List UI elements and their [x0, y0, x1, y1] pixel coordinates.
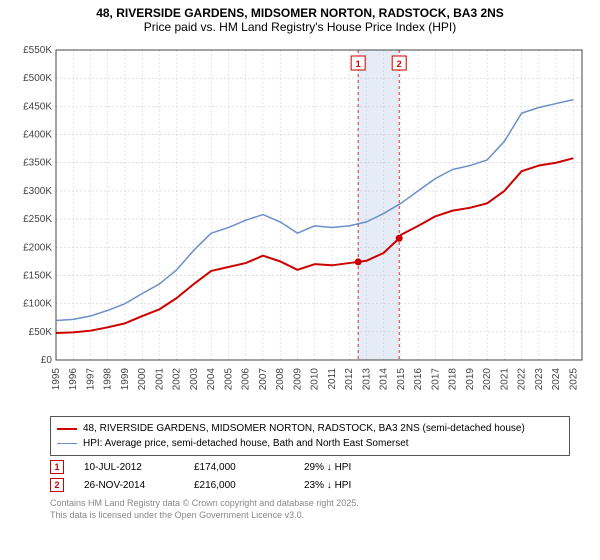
- svg-text:2016: 2016: [413, 368, 424, 391]
- svg-text:2005: 2005: [223, 368, 234, 391]
- svg-text:1: 1: [356, 59, 361, 69]
- svg-text:£350K: £350K: [23, 158, 52, 169]
- svg-text:£300K: £300K: [23, 186, 52, 197]
- svg-text:£550K: £550K: [23, 45, 52, 56]
- svg-text:£50K: £50K: [29, 327, 53, 338]
- legend-label-property: 48, RIVERSIDE GARDENS, MIDSOMER NORTON, …: [83, 421, 525, 436]
- svg-text:1996: 1996: [68, 368, 79, 391]
- chart-area: £0 £50K £100K £150K £200K £250K £300K £350K £400…: [12, 40, 592, 410]
- svg-text:2020: 2020: [482, 368, 493, 391]
- svg-text:2001: 2001: [154, 368, 165, 391]
- svg-text:2009: 2009: [292, 368, 303, 391]
- svg-text:1998: 1998: [103, 368, 114, 391]
- svg-text:2008: 2008: [275, 368, 286, 391]
- svg-text:2: 2: [397, 59, 402, 69]
- footer-line2: This data is licensed under the Open Gov…: [50, 510, 570, 522]
- svg-text:1999: 1999: [120, 368, 131, 391]
- svg-text:2003: 2003: [189, 368, 200, 391]
- legend: 48, RIVERSIDE GARDENS, MIDSOMER NORTON, …: [50, 416, 570, 456]
- sale-price-2: £216,000: [194, 480, 284, 491]
- sale-marker-2: 2: [50, 478, 64, 492]
- chart-title: 48, RIVERSIDE GARDENS, MIDSOMER NORTON, …: [0, 0, 600, 36]
- sale-date-1: 10-JUL-2012: [84, 462, 174, 473]
- svg-text:£200K: £200K: [23, 242, 52, 253]
- footer-line1: Contains HM Land Registry data © Crown c…: [50, 498, 570, 510]
- svg-text:£400K: £400K: [23, 130, 52, 141]
- legend-item-property: 48, RIVERSIDE GARDENS, MIDSOMER NORTON, …: [57, 421, 563, 436]
- svg-text:1995: 1995: [51, 368, 62, 391]
- svg-text:2018: 2018: [448, 368, 459, 391]
- svg-text:2000: 2000: [137, 368, 148, 391]
- sale-delta-2: 23% ↓ HPI: [304, 480, 394, 491]
- svg-text:2025: 2025: [568, 368, 579, 391]
- legend-swatch-hpi: [57, 443, 77, 445]
- svg-text:£150K: £150K: [23, 270, 52, 281]
- svg-text:2021: 2021: [499, 368, 510, 391]
- legend-item-hpi: HPI: Average price, semi-detached house,…: [57, 436, 563, 451]
- svg-text:2010: 2010: [310, 368, 321, 391]
- title-address: 48, RIVERSIDE GARDENS, MIDSOMER NORTON, …: [10, 6, 590, 20]
- svg-text:2002: 2002: [172, 368, 183, 391]
- legend-swatch-property: [57, 428, 77, 430]
- svg-text:£450K: £450K: [23, 101, 52, 112]
- sale-date-2: 26-NOV-2014: [84, 480, 174, 491]
- svg-text:£0: £0: [41, 355, 53, 366]
- svg-text:£250K: £250K: [23, 214, 52, 225]
- svg-text:2017: 2017: [430, 368, 441, 391]
- chart-container: 48, RIVERSIDE GARDENS, MIDSOMER NORTON, …: [0, 0, 600, 560]
- sales-table: 1 10-JUL-2012 £174,000 29% ↓ HPI 2 26-NO…: [50, 458, 570, 494]
- svg-text:£100K: £100K: [23, 299, 52, 310]
- sale-row-1: 1 10-JUL-2012 £174,000 29% ↓ HPI: [50, 458, 570, 476]
- svg-text:2011: 2011: [327, 368, 338, 390]
- svg-text:£500K: £500K: [23, 73, 52, 84]
- svg-text:2007: 2007: [258, 368, 269, 391]
- svg-text:2006: 2006: [241, 368, 252, 391]
- svg-text:2023: 2023: [534, 368, 545, 391]
- legend-label-hpi: HPI: Average price, semi-detached house,…: [83, 436, 409, 451]
- sale-marker-1: 1: [50, 460, 64, 474]
- svg-text:1997: 1997: [85, 368, 96, 391]
- svg-text:2015: 2015: [396, 368, 407, 391]
- sale-row-2: 2 26-NOV-2014 £216,000 23% ↓ HPI: [50, 476, 570, 494]
- svg-text:2012: 2012: [344, 368, 355, 391]
- sale-delta-1: 29% ↓ HPI: [304, 462, 394, 473]
- svg-text:2022: 2022: [517, 368, 528, 391]
- svg-text:2013: 2013: [361, 368, 372, 391]
- line-chart-svg: £0 £50K £100K £150K £200K £250K £300K £350K £400…: [12, 40, 592, 410]
- svg-text:2024: 2024: [551, 368, 562, 391]
- svg-text:2004: 2004: [206, 368, 217, 391]
- sale-price-1: £174,000: [194, 462, 284, 473]
- footer-attribution: Contains HM Land Registry data © Crown c…: [50, 498, 570, 521]
- title-subtitle: Price paid vs. HM Land Registry's House …: [10, 20, 590, 34]
- svg-text:2014: 2014: [379, 368, 390, 391]
- svg-text:2019: 2019: [465, 368, 476, 391]
